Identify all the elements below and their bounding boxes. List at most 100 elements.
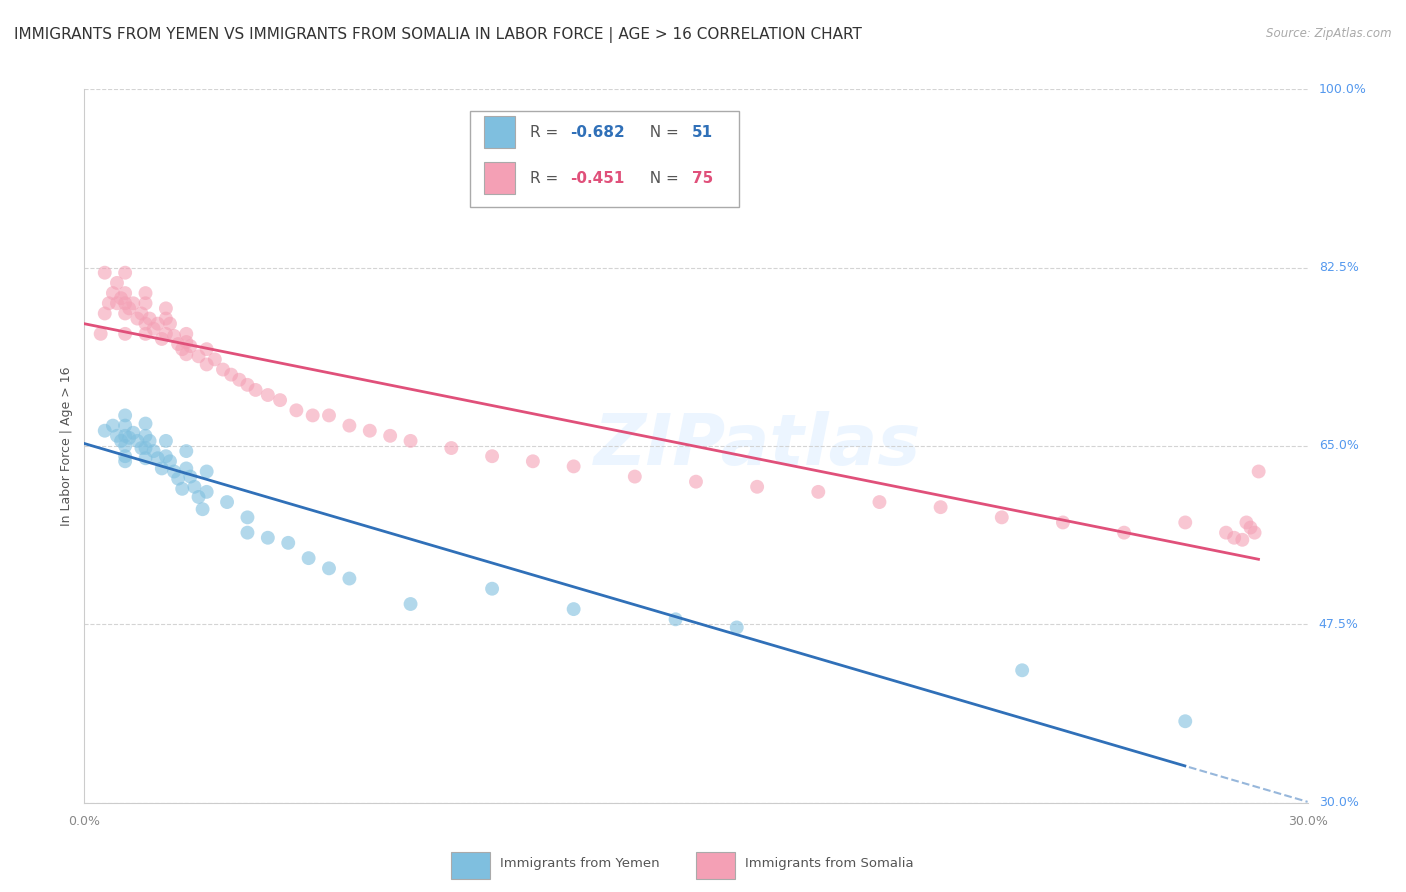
Point [1114,525,1136,540]
Point [93,266,115,280]
Point [174,326,197,341]
Point [1223,531,1246,545]
Point [155,326,177,341]
Point [991,510,1014,524]
Text: N =: N = [640,125,683,139]
Point [399,434,422,448]
Point [236,525,259,540]
Point [179,469,201,483]
Point [101,418,124,433]
Point [135,451,157,466]
Point [114,418,136,433]
Point [159,454,181,468]
Point [118,431,141,445]
Point [685,475,707,489]
Point [93,424,115,438]
Point [195,358,218,372]
Point [725,620,748,634]
Point [624,469,647,483]
Point [1239,520,1261,534]
Point [1174,714,1197,729]
Point [127,311,149,326]
Point [869,495,891,509]
Point [135,317,157,331]
Point [359,424,381,438]
Point [217,495,239,509]
Text: 82.5%: 82.5% [1319,261,1358,274]
Text: N =: N = [640,171,683,186]
Point [114,454,136,468]
Text: Source: ZipAtlas.com: Source: ZipAtlas.com [1267,27,1392,40]
Point [127,434,149,448]
Bar [696,852,735,880]
Point [174,461,197,475]
Point [236,377,259,392]
Point [150,461,173,475]
Point [219,368,242,382]
Point [105,429,128,443]
Point [105,296,128,310]
Point [172,342,194,356]
Text: 75: 75 [692,171,714,186]
Point [187,349,209,363]
Point [174,347,197,361]
Point [277,536,299,550]
Point [93,306,115,320]
Point [155,311,177,326]
Point [195,484,218,499]
Point [135,326,157,341]
Text: 65.0%: 65.0% [1319,440,1358,452]
Point [114,439,136,453]
Point [114,296,136,310]
Point [114,306,136,320]
Point [114,266,136,280]
Point [142,322,165,336]
Point [481,449,503,463]
Point [114,429,136,443]
Point [150,332,173,346]
Point [135,296,157,310]
Point [285,403,308,417]
Point [318,561,340,575]
Point [183,480,205,494]
Text: R =: R = [530,125,562,139]
Point [122,425,145,440]
Point [318,409,340,423]
Point [167,472,190,486]
Point [135,441,157,455]
Point [1215,525,1237,540]
Bar [484,116,515,148]
Point [929,500,952,515]
Point [204,352,226,367]
Point [747,480,769,494]
Point [228,373,250,387]
Text: -0.682: -0.682 [569,125,624,139]
Point [114,326,136,341]
Point [562,602,585,616]
Point [399,597,422,611]
Point [522,454,544,468]
Point [301,409,323,423]
Point [90,326,112,341]
Point [110,291,132,305]
Point [195,465,218,479]
Point [257,388,280,402]
Text: 100.0%: 100.0% [1319,83,1367,95]
Point [664,612,686,626]
Point [138,434,160,448]
Point [135,286,157,301]
Point [339,572,360,586]
Point [159,317,181,331]
Point [138,311,160,326]
Text: 30.0%: 30.0% [1319,797,1358,809]
Point [1232,533,1254,547]
Point [380,429,402,443]
Text: Immigrants from Yemen: Immigrants from Yemen [501,857,659,870]
Point [269,393,291,408]
Point [172,482,194,496]
Point [114,286,136,301]
Point [135,417,157,431]
Point [110,434,132,448]
Text: -0.451: -0.451 [569,171,624,186]
Point [167,337,190,351]
